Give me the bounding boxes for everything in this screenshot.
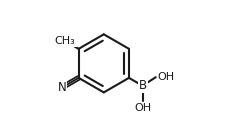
Text: N: N	[58, 81, 66, 94]
Text: B: B	[139, 79, 147, 92]
Text: OH: OH	[157, 72, 174, 82]
Text: OH: OH	[134, 103, 151, 113]
Text: CH₃: CH₃	[55, 36, 75, 46]
